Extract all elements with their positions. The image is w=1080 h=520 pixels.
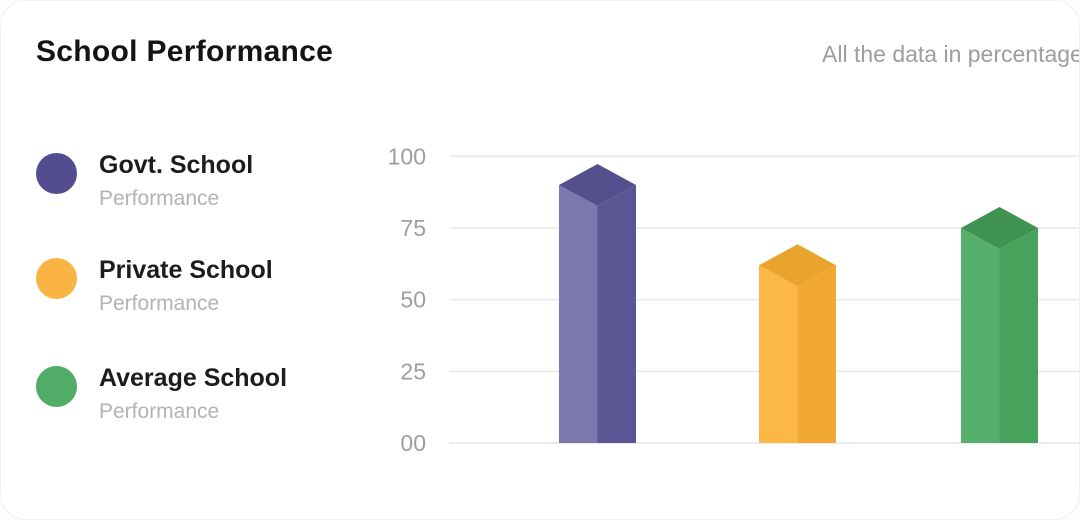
bar-chart: 00 25 50 75 100	[381, 136, 1079, 476]
bar-face-left	[559, 184, 598, 443]
legend-item-govt-school[interactable]: Govt. School Performance	[36, 151, 254, 211]
bar-face-top	[961, 206, 1038, 249]
legend-dot-govt-school	[36, 153, 77, 194]
bar-face-top	[759, 244, 836, 287]
y-axis-tick-label: 75	[400, 215, 426, 241]
legend-dot-private-school	[36, 258, 77, 299]
bar-face-right	[797, 265, 836, 443]
legend-item-private-school[interactable]: Private School Performance	[36, 256, 273, 316]
bar-govt-school-performance[interactable]	[559, 163, 636, 443]
bar-face-right	[597, 184, 636, 443]
bar-average-school-performance[interactable]	[961, 206, 1038, 443]
legend-label: Private School	[99, 256, 273, 284]
page-title: School Performance	[36, 35, 334, 68]
legend-sublabel: Performance	[99, 186, 220, 210]
legend-label: Govt. School	[99, 151, 254, 179]
bar-face-top	[559, 163, 636, 206]
bar-face-right	[999, 227, 1038, 443]
legend-sublabel: Performance	[99, 291, 220, 315]
bar-face-left	[759, 265, 798, 443]
legend-sublabel: Performance	[99, 399, 220, 423]
y-axis-tick-label: 00	[400, 430, 426, 456]
y-axis-tick-label: 100	[388, 143, 426, 169]
subtitle-note: All the data in percentage	[822, 41, 1080, 67]
legend-label: Average School	[99, 364, 288, 392]
y-axis-tick-label: 25	[400, 358, 426, 384]
bar-face-left	[961, 227, 1000, 443]
bar-private-school-performance[interactable]	[759, 244, 836, 443]
y-axis-tick-label: 50	[400, 287, 426, 313]
legend-dot-average-school	[36, 366, 77, 407]
legend-item-average-school[interactable]: Average School Performance	[36, 364, 288, 424]
